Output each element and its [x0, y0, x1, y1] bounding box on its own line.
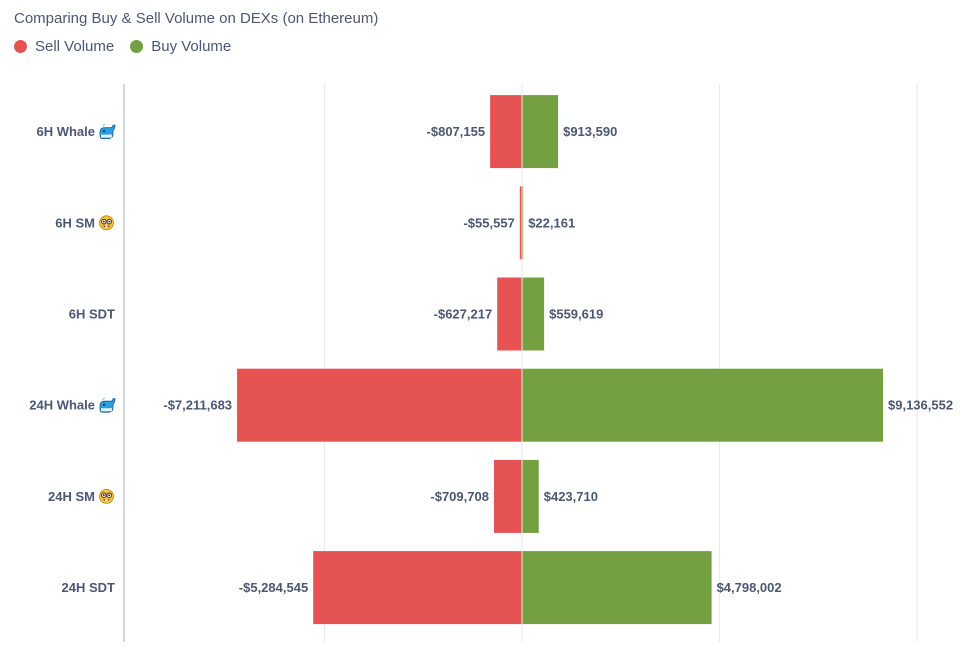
- category-label-5: 24H SDT: [62, 580, 116, 595]
- data-label-buy-2: $559,619: [549, 307, 603, 322]
- bar-sell-5[interactable]: [313, 551, 522, 625]
- data-label-sell-1: -$55,557: [463, 215, 514, 230]
- whale-icon: [99, 124, 116, 139]
- bar-buy-2[interactable]: [522, 277, 545, 351]
- data-label-buy-5: $4,798,002: [717, 580, 782, 595]
- nerd-face-icon: [99, 215, 114, 231]
- legend-item-buy[interactable]: Buy Volume: [130, 38, 231, 55]
- data-label-buy-1: $22,161: [528, 215, 575, 230]
- data-label-sell-5: -$5,284,545: [239, 580, 308, 595]
- bar-sell-3[interactable]: [237, 368, 523, 442]
- legend-dot-sell: [14, 40, 27, 53]
- category-label-1: 6H SM: [55, 215, 95, 230]
- data-label-sell-2: -$627,217: [434, 307, 493, 322]
- legend-item-sell[interactable]: Sell Volume: [14, 38, 114, 55]
- bar-sell-4[interactable]: [493, 459, 522, 533]
- data-label-sell-4: -$709,708: [430, 489, 489, 504]
- bar-sell-1[interactable]: [519, 186, 522, 260]
- nerd-face-icon: [99, 488, 114, 504]
- bar-sell-0[interactable]: [490, 95, 522, 169]
- category-label-3: 24H Whale: [29, 398, 95, 413]
- whale-icon: [99, 397, 116, 413]
- data-label-buy-0: $913,590: [563, 124, 617, 139]
- legend-dot-buy: [130, 40, 144, 53]
- legend-label-buy: Buy Volume: [151, 38, 232, 55]
- bar-buy-0[interactable]: [522, 95, 559, 169]
- category-label-0: 6H Whale: [36, 124, 95, 139]
- category-label-2: 6H SDT: [69, 307, 115, 322]
- category-label-4: 24H SM: [48, 489, 95, 504]
- chart-legend: Sell Volume Buy Volume: [14, 38, 247, 55]
- bar-buy-3[interactable]: [522, 368, 883, 442]
- data-label-buy-3: $9,136,552: [888, 398, 953, 413]
- data-label-sell-3: -$7,211,683: [163, 398, 232, 413]
- data-label-sell-0: -$807,155: [427, 124, 486, 139]
- chart-title: Comparing Buy & Sell Volume on DEXs (on …: [14, 10, 379, 27]
- legend-label-sell: Sell Volume: [35, 38, 115, 55]
- bar-buy-4[interactable]: [522, 459, 539, 533]
- bar-sell-2[interactable]: [497, 277, 522, 351]
- data-label-buy-4: $423,710: [544, 489, 598, 504]
- bar-buy-5[interactable]: [522, 551, 712, 625]
